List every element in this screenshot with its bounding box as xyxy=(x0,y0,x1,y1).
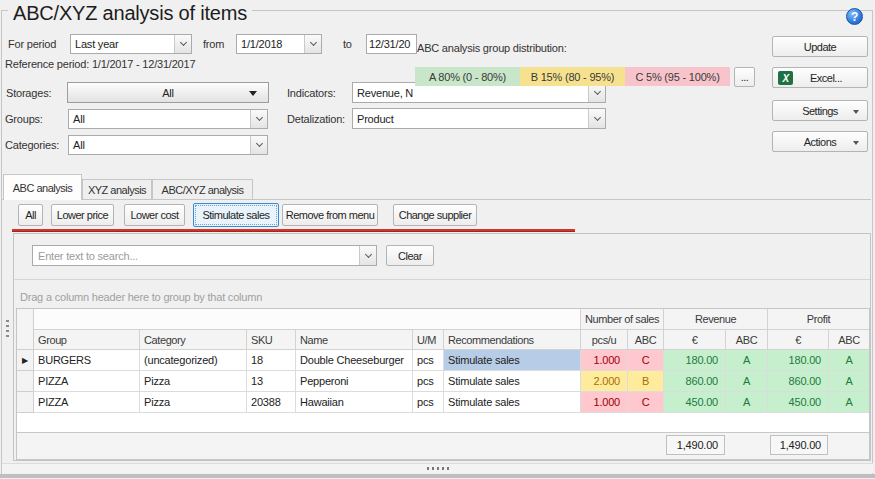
distribution-more-button[interactable]: ... xyxy=(734,67,755,87)
reference-period-label: Reference period: 1/1/2017 - 12/31/2017 xyxy=(5,57,195,71)
help-icon[interactable]: ? xyxy=(846,8,863,25)
bottom-splitter[interactable] xyxy=(2,463,873,473)
to-date-field[interactable]: 12/31/20 xyxy=(366,34,417,54)
storages-label: Storages: xyxy=(6,82,51,103)
group-by-hint: Drag a column header here to group by th… xyxy=(20,291,262,303)
band-revenue[interactable]: Revenue xyxy=(664,309,768,330)
tab-content-border xyxy=(2,199,871,200)
selected-cell[interactable]: Stimulate sales xyxy=(444,350,581,371)
dropdown-arrow-icon xyxy=(249,91,257,96)
distribution-segment-b: B 15% (80 - 95%) xyxy=(520,67,625,86)
filter-all-button[interactable]: All xyxy=(18,204,43,226)
left-splitter-handle[interactable] xyxy=(6,320,9,338)
search-input[interactable] xyxy=(33,246,359,265)
chevron-down-icon[interactable] xyxy=(588,109,605,128)
detalization-combobox[interactable]: Product xyxy=(352,108,606,129)
abc-analysis-panel: Clear Drag a column header here to group… xyxy=(13,233,871,461)
categories-combobox[interactable]: All xyxy=(68,135,268,155)
tab-abc-analysis[interactable]: ABC analysis xyxy=(3,174,82,200)
distribution-segment-c: C 5% (95 - 100%) xyxy=(625,67,730,86)
actions-button[interactable]: Actions xyxy=(772,131,868,152)
tab-abc-xyz-analysis[interactable]: ABC/XYZ analysis xyxy=(152,179,253,200)
revenue-total: 1,490.00 xyxy=(666,435,725,455)
from-label: from xyxy=(203,34,224,54)
filter-stimulate-sales-button[interactable]: Stimulate sales xyxy=(193,203,279,227)
detalization-label: Detalization: xyxy=(287,108,345,129)
table-row[interactable]: PIZZA Pizza 13 Pepperoni pcs Stimulate s… xyxy=(17,371,869,392)
chevron-down-icon[interactable] xyxy=(250,110,267,128)
col-header-sku[interactable]: SKU xyxy=(247,330,296,350)
band-profit[interactable]: Profit xyxy=(768,309,869,330)
data-grid: Number of sales Revenue Profit Group Cat… xyxy=(16,308,870,460)
to-label: to xyxy=(343,34,352,54)
filter-lower-price-button[interactable]: Lower price xyxy=(51,204,114,226)
filter-lower-cost-button[interactable]: Lower cost xyxy=(124,204,185,226)
for-period-label: For period xyxy=(8,34,56,54)
chevron-down-icon[interactable] xyxy=(359,246,376,265)
col-header-name[interactable]: Name xyxy=(296,330,413,350)
table-row[interactable]: ▶ BURGERS (uncategorized) 18 Double Chee… xyxy=(17,350,869,371)
abc-distribution-bar: A 80% (0 - 80%) B 15% (80 - 95%) C 5% (9… xyxy=(415,67,730,86)
tab-xyz-analysis[interactable]: XYZ analysis xyxy=(82,179,152,200)
filter-change-supplier-button[interactable]: Change supplier xyxy=(393,204,477,226)
table-row[interactable]: PIZZA Pizza 20388 Hawaiian pcs Stimulate… xyxy=(17,392,869,413)
col-header-group[interactable]: Group xyxy=(34,330,140,350)
col-header-profit-abc[interactable]: ABC xyxy=(829,330,869,350)
excel-icon: X xyxy=(778,71,793,85)
grid-footer: 1,490.00 1,490.00 xyxy=(17,432,869,459)
categories-label: Categories: xyxy=(5,135,59,155)
divider xyxy=(14,279,870,280)
row-indicator-icon: ▶ xyxy=(22,356,28,365)
chevron-down-icon[interactable] xyxy=(174,35,191,53)
col-header-um[interactable]: U/M xyxy=(413,330,444,350)
col-header-category[interactable]: Category xyxy=(140,330,247,350)
chevron-down-icon[interactable] xyxy=(250,136,267,154)
col-header-pcsu[interactable]: pcs/u xyxy=(581,330,628,350)
period-combobox[interactable]: Last year xyxy=(70,34,192,54)
dropdown-arrow-icon xyxy=(853,110,859,114)
clear-button[interactable]: Clear xyxy=(386,245,434,266)
profit-total: 1,490.00 xyxy=(770,435,828,455)
red-underline-annotation xyxy=(12,229,575,232)
distribution-label: ABC analysis group distribution: xyxy=(417,40,567,56)
col-header-revenue-abc[interactable]: ABC xyxy=(726,330,768,350)
col-header-recommendations[interactable]: Recommendations xyxy=(444,330,581,350)
filter-remove-from-menu-button[interactable]: Remove from menu xyxy=(282,204,378,226)
excel-button[interactable]: X Excel... xyxy=(772,67,868,88)
search-box[interactable] xyxy=(32,245,377,266)
groups-label: Groups: xyxy=(5,109,43,129)
col-header-revenue-eur[interactable]: € xyxy=(664,330,726,350)
settings-button[interactable]: Settings xyxy=(772,100,868,121)
from-date-field[interactable]: 1/1/2018 xyxy=(236,34,322,54)
band-number-of-sales[interactable]: Number of sales xyxy=(581,309,664,330)
storages-combobox[interactable]: All xyxy=(67,82,269,103)
groups-combobox[interactable]: All xyxy=(68,109,268,129)
splitter-dots-icon xyxy=(427,467,450,470)
distribution-segment-a: A 80% (0 - 80%) xyxy=(415,67,520,86)
col-header-sales-abc[interactable]: ABC xyxy=(628,330,664,350)
dropdown-arrow-icon xyxy=(853,141,859,145)
update-button[interactable]: Update xyxy=(772,36,868,57)
indicators-label: Indicators: xyxy=(287,82,336,103)
chevron-down-icon[interactable] xyxy=(304,35,321,53)
bottom-border xyxy=(0,474,875,478)
col-header-profit-eur[interactable]: € xyxy=(768,330,829,350)
page-title: ABC/XYZ analysis of items xyxy=(8,2,252,25)
grid-empty-area xyxy=(17,413,869,432)
